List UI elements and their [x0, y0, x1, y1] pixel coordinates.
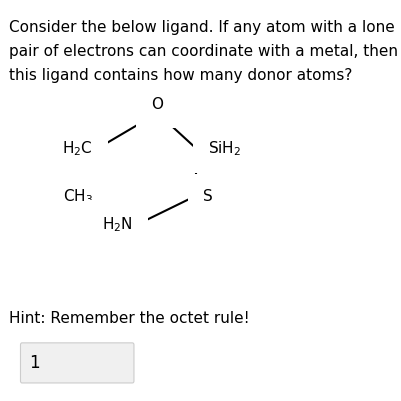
Text: H$_2$N: H$_2$N — [101, 215, 132, 234]
Text: SiH$_2$: SiH$_2$ — [207, 139, 241, 158]
Text: Hint: Remember the octet rule!: Hint: Remember the octet rule! — [10, 311, 249, 326]
Text: H$_2$C: H$_2$C — [62, 139, 93, 158]
Text: O: O — [151, 97, 163, 112]
Text: 1: 1 — [29, 354, 40, 372]
Text: Consider the below ligand. If any atom with a lone: Consider the below ligand. If any atom w… — [10, 20, 394, 35]
Text: CH$_3$: CH$_3$ — [63, 187, 93, 206]
Text: pair of electrons can coordinate with a metal, then: pair of electrons can coordinate with a … — [10, 44, 397, 59]
Text: S: S — [203, 189, 213, 204]
FancyBboxPatch shape — [20, 343, 134, 383]
Text: this ligand contains how many donor atoms?: this ligand contains how many donor atom… — [10, 68, 352, 83]
